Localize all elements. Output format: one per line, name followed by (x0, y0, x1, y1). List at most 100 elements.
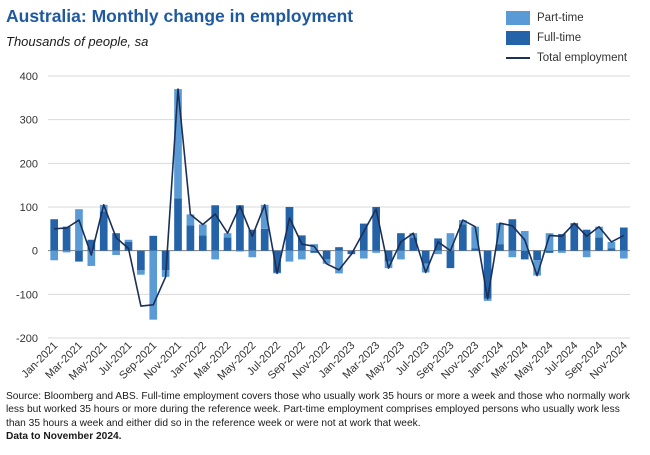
legend-label-full-time: Full-time (537, 32, 582, 44)
full-time-bar (570, 223, 579, 251)
y-tick-label: 100 (20, 202, 38, 214)
employment-chart: -200 -100 0 100 200 300 400 Jan-2021Mar-2021Ma… (16, 71, 630, 383)
full-time-bar (322, 250, 331, 260)
part-time-bar (62, 250, 71, 253)
part-time-bar (198, 224, 207, 236)
full-time-bar (161, 250, 170, 271)
full-time-bar (273, 250, 281, 273)
full-time-bar (582, 229, 591, 251)
part-time-swatch (506, 11, 530, 25)
full-time-bar (409, 237, 418, 251)
part-time-bar (421, 263, 430, 273)
full-time-bar (87, 239, 96, 251)
part-time-bar (607, 241, 616, 249)
part-time-bar (75, 209, 83, 251)
full-time-bar (471, 248, 480, 251)
full-time-bar (595, 237, 603, 251)
part-time-bar (124, 239, 133, 242)
part-time-bar (595, 226, 603, 238)
full-time-bar (434, 238, 442, 251)
part-time-bar (545, 233, 554, 251)
part-time-bar (149, 250, 158, 320)
part-time-bar (508, 250, 517, 258)
full-time-bar (211, 205, 220, 251)
part-time-bar (434, 250, 442, 255)
part-time-bar (458, 220, 467, 225)
full-time-bar (458, 224, 467, 251)
full-time-bar (260, 228, 269, 251)
full-time-bar (619, 227, 628, 251)
full-time-bar (124, 241, 133, 251)
full-time-bar (496, 244, 504, 251)
total-swatch (506, 57, 530, 59)
full-time-bar (483, 250, 492, 299)
full-time-bar (372, 207, 380, 251)
legend-item-part-time: Part-time (506, 8, 627, 28)
legend-item-full-time: Full-time (506, 28, 627, 48)
full-time-bar (223, 237, 232, 251)
part-time-bar (298, 250, 306, 260)
full-time-bar (558, 234, 566, 251)
full-time-bar (421, 250, 430, 264)
part-time-bar (285, 250, 294, 262)
part-time-bar (397, 250, 405, 260)
footnote: Source: Bloomberg and ABS. Full-time emp… (6, 390, 642, 443)
full-time-bar (137, 250, 145, 271)
part-time-bar (174, 89, 182, 199)
full-time-bar (607, 248, 616, 251)
part-time-bar (50, 250, 59, 261)
part-time-bar (446, 233, 455, 251)
part-time-bar (223, 233, 232, 238)
data-note: Data to November 2024. (6, 430, 122, 442)
full-time-bar (149, 235, 158, 251)
part-time-bar (471, 226, 480, 249)
part-time-bar (260, 204, 269, 229)
part-time-bar (619, 250, 628, 259)
full-time-bar (508, 219, 517, 251)
y-axis-ticks: -200 -100 0 100 200 300 400 (16, 71, 38, 345)
legend-item-total: Total employment (506, 48, 627, 68)
full-time-bar (359, 223, 368, 251)
legend-label-part-time: Part-time (537, 12, 584, 24)
y-tick-label: 400 (20, 71, 38, 83)
full-time-bar (99, 211, 108, 251)
y-tick-label: 0 (32, 246, 38, 258)
full-time-bar (545, 250, 554, 253)
part-time-bar (112, 250, 120, 256)
legend-label-total: Total employment (537, 52, 628, 64)
full-time-bar (236, 205, 244, 251)
part-time-bar (359, 250, 368, 259)
y-tick-label: 200 (20, 158, 38, 170)
full-time-bar (384, 250, 393, 262)
total-line (54, 88, 625, 307)
y-tick-label: 300 (20, 115, 38, 127)
full-time-bar (62, 226, 71, 251)
y-tick-label: -100 (16, 289, 38, 301)
full-time-bar (248, 229, 257, 251)
part-time-bar (372, 250, 380, 253)
full-time-bar (174, 198, 182, 251)
full-time-bar (198, 235, 207, 251)
footnote-text: Source: Bloomberg and ABS. Full-time emp… (6, 391, 630, 429)
full-time-bar (310, 250, 319, 253)
full-time-bar (112, 233, 120, 251)
part-time-bar (211, 250, 220, 260)
part-time-bar (496, 223, 504, 245)
part-time-bar (137, 270, 145, 275)
x-axis-ticks: Jan-2021Mar-2021May-2021Jul-2021Sep-2021… (19, 340, 630, 383)
part-time-bar (87, 250, 96, 266)
full-time-bar (347, 250, 356, 255)
part-time-bar (186, 214, 195, 226)
legend: Part-time Full-time Total employment (506, 8, 627, 68)
chart-subtitle: Thousands of people, sa (6, 34, 149, 49)
part-time-bar (533, 260, 541, 276)
part-time-bar (99, 204, 108, 212)
part-time-bar (558, 250, 566, 253)
full-time-bar (75, 250, 83, 262)
full-time-swatch (506, 31, 530, 45)
part-time-bar (322, 259, 331, 264)
part-time-bar (582, 250, 591, 258)
full-time-bar (533, 250, 541, 261)
full-time-bar (285, 207, 294, 251)
full-time-bar (446, 250, 455, 269)
